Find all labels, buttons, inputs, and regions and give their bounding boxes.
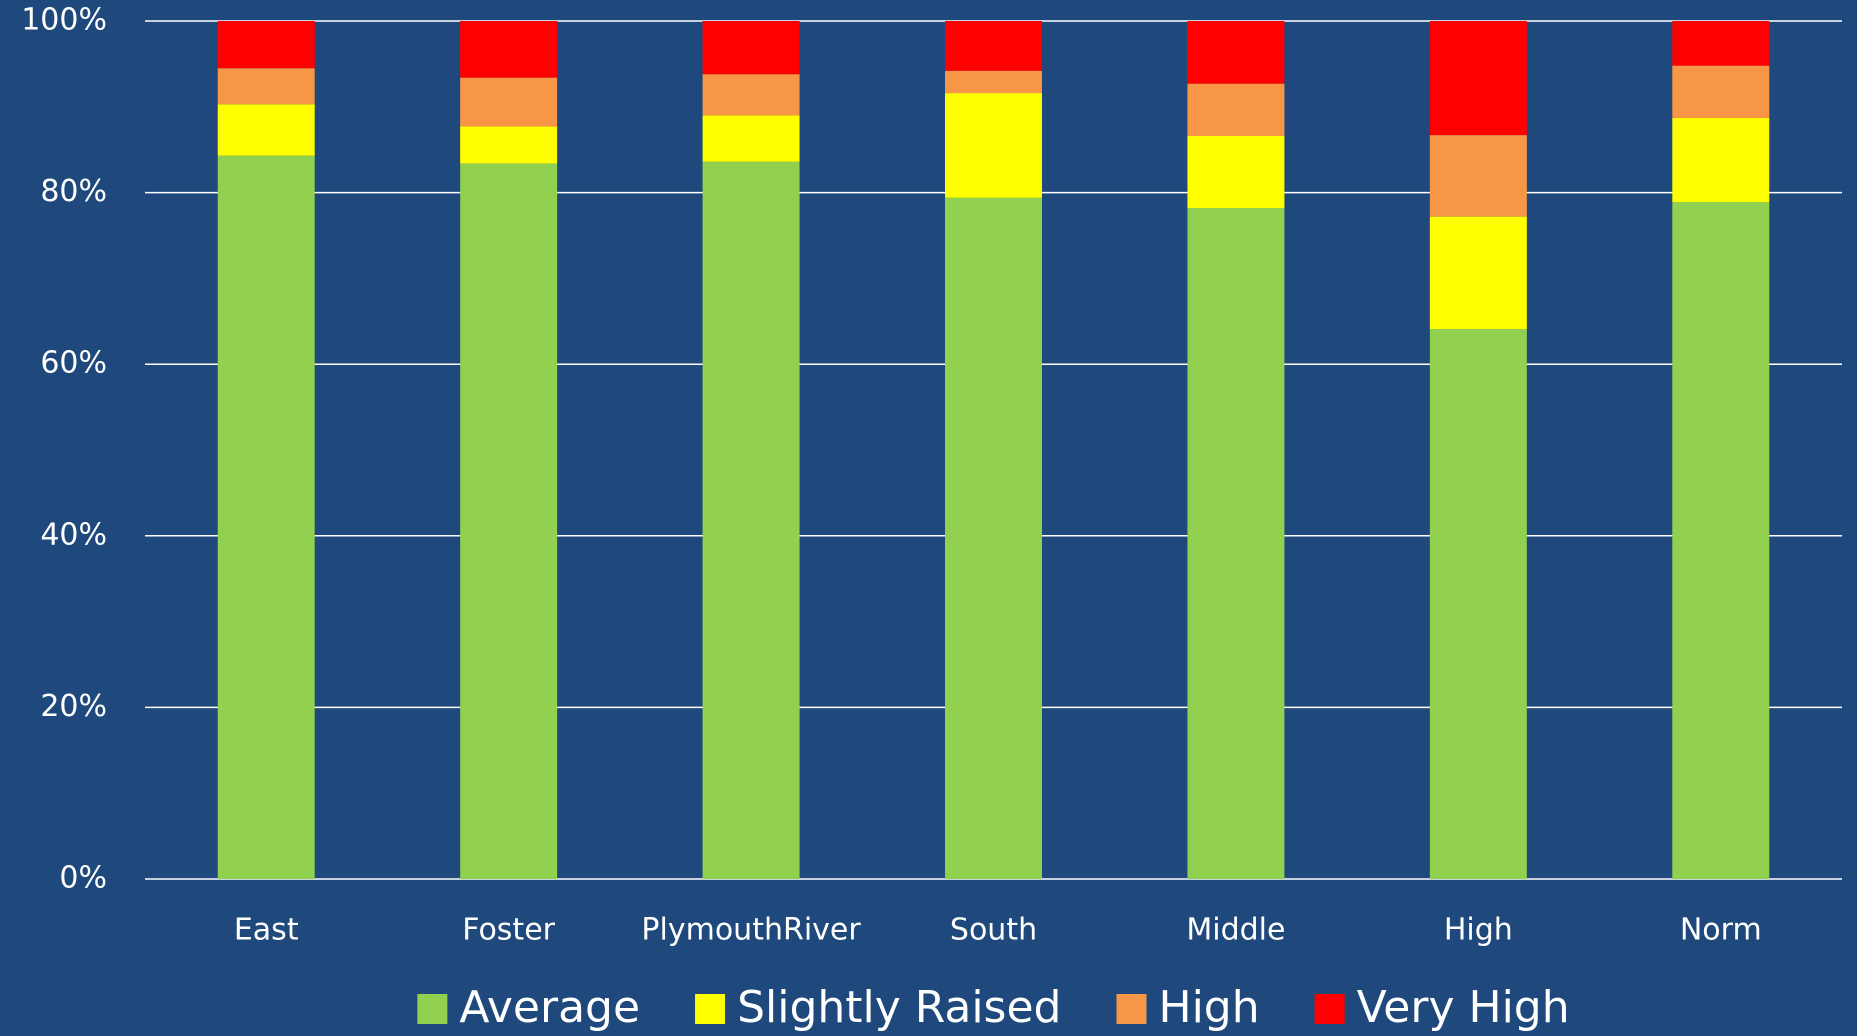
bar-segment [1672,21,1770,66]
bar-segment [460,21,558,78]
bar-segment [460,77,558,127]
bar-segment [1429,216,1527,330]
bar-segment [1672,202,1770,880]
bar-segment [217,155,315,879]
bar-segment [460,126,558,164]
x-tick-label: PlymouthRiver [641,913,861,948]
bar-segment [1187,135,1285,209]
legend-label: Slightly Raised [737,982,1061,1033]
y-tick-label: 0% [59,861,107,896]
bar-segment [702,115,800,162]
x-tick-label: Norm [1680,913,1762,948]
legend-swatch [1314,994,1345,1024]
legend-swatch [417,994,448,1024]
bar-segment [945,197,1042,880]
bar-segment [1429,329,1527,880]
x-tick-label: Foster [462,913,555,948]
bar-segment [217,68,315,105]
bar-segment [1429,135,1527,217]
bar-segment [1187,83,1285,136]
bar-segment [945,93,1042,198]
x-tick-label: South [950,913,1037,948]
bar-segment [217,104,315,156]
bar-segment [460,163,558,880]
bar-segment [702,21,800,75]
legend-swatch [1116,994,1147,1024]
y-tick-label: 40% [40,517,107,552]
bar-segment [1187,21,1285,84]
bar-segment [1672,65,1770,118]
legend-swatch [695,994,726,1024]
legend-item: Slightly Raised [695,982,1061,1033]
y-tick-label: 20% [40,689,107,724]
bar-segment [945,70,1042,94]
y-tick-label: 60% [40,346,107,381]
bar-segment [702,161,800,879]
bar-segment [702,74,800,116]
legend-label: High [1158,982,1259,1033]
x-tick-label: High [1444,913,1513,948]
bar-segment [1187,208,1285,879]
bar-segment [1672,117,1770,203]
x-tick-label: Middle [1186,913,1285,948]
legend-label: Average [459,982,640,1033]
x-tick-label: East [234,913,299,948]
legend-label: Very High [1357,982,1570,1033]
y-tick-label: 80% [40,174,107,209]
bar-segment [945,21,1042,71]
legend-item: Very High [1314,982,1570,1033]
bar-segment [1429,21,1527,136]
legend-item: Average [417,982,640,1033]
y-tick-label: 100% [21,3,107,38]
bar-segment [217,21,315,69]
legend-item: High [1116,982,1260,1033]
